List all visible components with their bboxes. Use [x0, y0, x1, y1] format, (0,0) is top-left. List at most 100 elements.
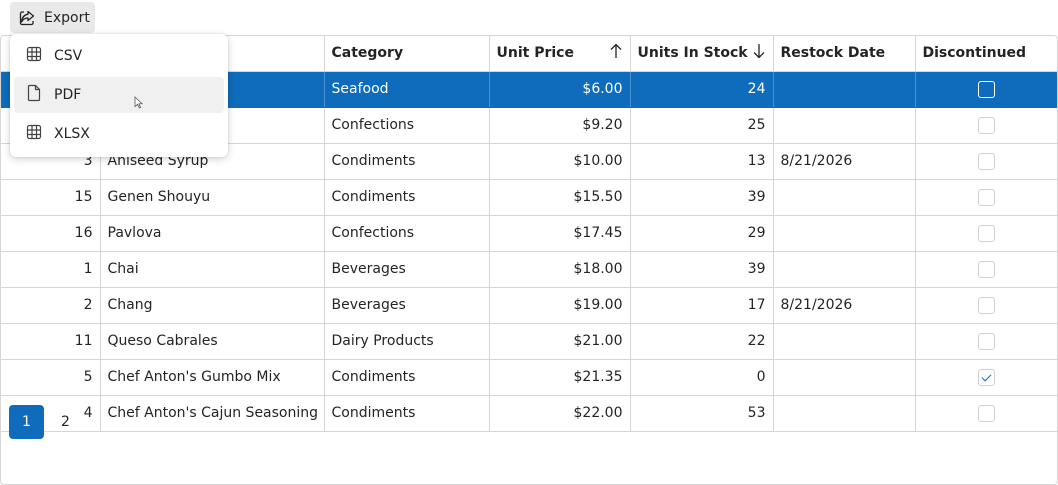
- cell-name[interactable]: Chef Anton's Cajun Seasoning: [100, 395, 325, 432]
- cell-units-in-stock[interactable]: 39: [630, 251, 774, 288]
- arrow-down-icon: [752, 43, 766, 63]
- cell-unit-price[interactable]: $6.00: [489, 71, 631, 108]
- cell-id[interactable]: 11: [1, 323, 101, 360]
- column-header-label: Restock Date: [780, 45, 886, 62]
- document-icon: [26, 84, 42, 106]
- table-row[interactable]: 2 Chang Beverages $19.00 17 8/21/2026: [1, 287, 1057, 324]
- cell-discontinued: [915, 107, 1057, 144]
- table-row[interactable]: 15 Genen Shouyu Condiments $15.50 39: [1, 179, 1057, 216]
- cell-discontinued: [915, 71, 1057, 108]
- cell-category[interactable]: Beverages: [324, 251, 490, 288]
- cell-name[interactable]: Chang: [100, 287, 325, 324]
- cell-name[interactable]: Genen Shouyu: [100, 179, 325, 216]
- cell-restock-date[interactable]: 8/21/2026: [773, 287, 916, 324]
- cell-id[interactable]: 2: [1, 287, 101, 324]
- cell-category[interactable]: Condiments: [324, 359, 490, 396]
- checkbox[interactable]: [978, 260, 996, 278]
- table-row[interactable]: 4 Chef Anton's Cajun Seasoning Condiments $…: [1, 395, 1057, 432]
- table-icon: [26, 46, 42, 66]
- checkbox[interactable]: [978, 152, 996, 170]
- cell-name[interactable]: Queso Cabrales: [100, 323, 325, 360]
- table-row[interactable]: 1 Chai Beverages $18.00 39: [1, 251, 1057, 288]
- menu-item-label: CSV: [54, 48, 83, 64]
- cell-category[interactable]: Condiments: [324, 179, 490, 216]
- cell-name[interactable]: Pavlova: [100, 215, 325, 252]
- table-row[interactable]: 11 Queso Cabrales Dairy Products $21.00 22: [1, 323, 1057, 360]
- checkbox[interactable]: [978, 80, 996, 98]
- cell-restock-date[interactable]: [773, 359, 916, 396]
- column-header-restock-date[interactable]: Restock Date: [773, 36, 916, 72]
- cell-units-in-stock[interactable]: 25: [630, 107, 774, 144]
- cell-discontinued: [915, 179, 1057, 216]
- export-button-label: Export: [44, 9, 90, 26]
- cell-units-in-stock[interactable]: 53: [630, 395, 774, 432]
- page-button-1[interactable]: 1: [9, 405, 44, 439]
- cell-restock-date[interactable]: [773, 323, 916, 360]
- menu-item-csv[interactable]: CSV: [14, 38, 224, 74]
- cell-units-in-stock[interactable]: 13: [630, 143, 774, 180]
- cell-units-in-stock[interactable]: 17: [630, 287, 774, 324]
- table-icon: [26, 124, 42, 144]
- cell-unit-price[interactable]: $21.00: [489, 323, 631, 360]
- cell-unit-price[interactable]: $9.20: [489, 107, 631, 144]
- mouse-pointer-icon: [134, 96, 143, 113]
- cell-category[interactable]: Seafood: [324, 71, 490, 108]
- cell-discontinued: [915, 395, 1057, 432]
- cell-unit-price[interactable]: $22.00: [489, 395, 631, 432]
- column-header-label: Discontinued: [922, 45, 1027, 62]
- cell-restock-date[interactable]: 8/21/2026: [773, 143, 916, 180]
- column-header-unit-price[interactable]: Unit Price: [489, 36, 631, 72]
- cell-discontinued: [915, 251, 1057, 288]
- cell-id[interactable]: 1: [1, 251, 101, 288]
- cell-category[interactable]: Beverages: [324, 287, 490, 324]
- cell-unit-price[interactable]: $21.35: [489, 359, 631, 396]
- cell-units-in-stock[interactable]: 0: [630, 359, 774, 396]
- cell-restock-date[interactable]: [773, 179, 916, 216]
- menu-item-xlsx[interactable]: XLSX: [14, 116, 224, 152]
- cell-name[interactable]: Chef Anton's Gumbo Mix: [100, 359, 325, 396]
- cell-units-in-stock[interactable]: 24: [630, 71, 774, 108]
- checkbox[interactable]: [978, 116, 996, 134]
- menu-item-label: XLSX: [54, 126, 90, 142]
- table-row[interactable]: 16 Pavlova Confections $17.45 29: [1, 215, 1057, 252]
- column-header-category[interactable]: Category: [324, 36, 490, 72]
- checkbox[interactable]: [978, 224, 996, 242]
- page-button-2[interactable]: 2: [48, 405, 83, 439]
- cell-unit-price[interactable]: $18.00: [489, 251, 631, 288]
- cell-unit-price[interactable]: $19.00: [489, 287, 631, 324]
- column-header-discontinued[interactable]: Discontinued: [915, 36, 1057, 72]
- cell-restock-date[interactable]: [773, 395, 916, 432]
- cell-restock-date[interactable]: [773, 215, 916, 252]
- cell-units-in-stock[interactable]: 39: [630, 179, 774, 216]
- cell-unit-price[interactable]: $15.50: [489, 179, 631, 216]
- arrow-up-icon: [609, 43, 623, 63]
- checkbox-checked[interactable]: [978, 368, 996, 386]
- cell-id[interactable]: 15: [1, 179, 101, 216]
- cell-category[interactable]: Dairy Products: [324, 323, 490, 360]
- cell-restock-date[interactable]: [773, 107, 916, 144]
- cell-units-in-stock[interactable]: 29: [630, 215, 774, 252]
- cell-discontinued: [915, 143, 1057, 180]
- cell-category[interactable]: Condiments: [324, 395, 490, 432]
- cell-restock-date[interactable]: [773, 251, 916, 288]
- checkbox[interactable]: [978, 332, 996, 350]
- cell-category[interactable]: Confections: [324, 107, 490, 144]
- cell-id[interactable]: 16: [1, 215, 101, 252]
- table-row[interactable]: 5 Chef Anton's Gumbo Mix Condiments $21.35 0: [1, 359, 1057, 396]
- cell-category[interactable]: Condiments: [324, 143, 490, 180]
- column-header-units-in-stock[interactable]: Units In Stock: [630, 36, 774, 72]
- checkbox[interactable]: [978, 188, 996, 206]
- cell-unit-price[interactable]: $17.45: [489, 215, 631, 252]
- cell-unit-price[interactable]: $10.00: [489, 143, 631, 180]
- cell-restock-date[interactable]: [773, 71, 916, 108]
- pager: 1 2: [9, 405, 83, 439]
- cell-name[interactable]: Chai: [100, 251, 325, 288]
- checkbox[interactable]: [978, 404, 996, 422]
- export-menu: CSV PDF XLSX: [10, 34, 228, 157]
- cell-category[interactable]: Confections: [324, 215, 490, 252]
- cell-units-in-stock[interactable]: 22: [630, 323, 774, 360]
- cell-id[interactable]: 5: [1, 359, 101, 396]
- menu-item-pdf[interactable]: PDF: [14, 77, 224, 113]
- checkbox[interactable]: [978, 296, 996, 314]
- export-button[interactable]: Export: [10, 2, 95, 33]
